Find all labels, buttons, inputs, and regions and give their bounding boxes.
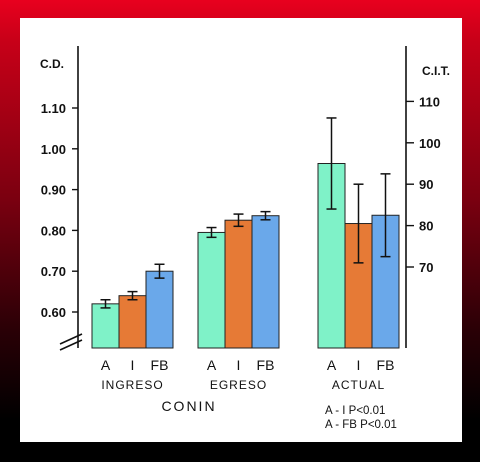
right-axis-title: C.I.T. (422, 64, 450, 78)
left-tick-label: 0.60 (41, 305, 66, 320)
right-tick-label: 70 (419, 260, 433, 275)
bar-egreso-fb (251, 215, 280, 349)
bar-category-label: A (327, 357, 337, 373)
left-tick-label: 0.90 (41, 183, 66, 198)
bar-chart: 0.60 0.70 0.80 0.90 1.00 1.10 C.D. 70 80 90 100 110… (40, 46, 450, 431)
bar-category-label: I (357, 357, 361, 373)
bar-egreso-i (224, 219, 253, 349)
bars (91, 117, 400, 349)
bar-category-label: I (131, 357, 135, 373)
group-title: CONIN (161, 398, 216, 414)
bar-category-label: FB (377, 357, 395, 373)
right-tick-label: 90 (419, 177, 433, 192)
left-tick-label: 0.70 (41, 264, 66, 279)
bar-category-label: A (207, 357, 217, 373)
right-tick-label: 80 (419, 219, 433, 234)
right-tick-label: 100 (419, 136, 441, 151)
axis-break-mark (59, 339, 83, 351)
axes (59, 46, 414, 351)
left-tick-label: 0.80 (41, 223, 66, 238)
bar-category-label: A (101, 357, 111, 373)
left-tick-label: 1.10 (41, 101, 66, 116)
bar-ingreso-a (91, 303, 120, 349)
bar-ingreso-i (118, 295, 147, 349)
significance-annotation: A - I P<0.01 (325, 405, 385, 417)
bar-category-label: FB (151, 357, 169, 373)
labels: 0.60 0.70 0.80 0.90 1.00 1.10 C.D. 70 80 90 100 110… (40, 57, 450, 431)
axis-break-mark (59, 333, 83, 345)
group-label-actual: ACTUAL (332, 378, 385, 392)
bar-egreso-a (197, 231, 226, 349)
group-label-ingreso: INGRESO (101, 378, 163, 392)
right-tick-label: 110 (419, 94, 440, 109)
significance-annotation: A - FB P<0.01 (325, 419, 397, 431)
group-label-egreso: EGRESO (210, 378, 267, 392)
bar-category-label: FB (257, 357, 275, 373)
bar-category-label: I (237, 357, 241, 373)
chart-panel: 0.60 0.70 0.80 0.90 1.00 1.10 C.D. 70 80 90 100 110… (20, 18, 462, 442)
bar-actual-i (344, 223, 373, 349)
left-tick-label: 1.00 (41, 142, 66, 157)
left-axis-title: C.D. (40, 57, 64, 71)
bar-ingreso-fb (145, 270, 174, 349)
